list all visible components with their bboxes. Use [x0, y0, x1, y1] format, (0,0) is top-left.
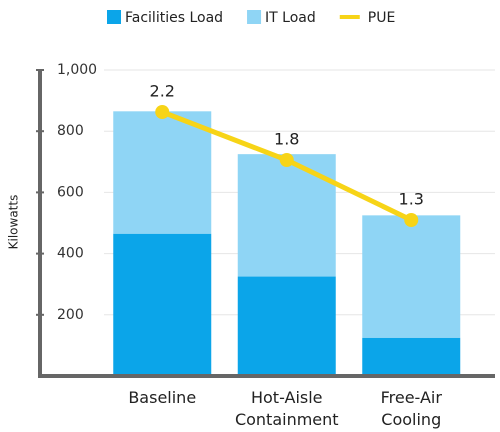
pue-point: [155, 105, 170, 119]
data-label: 2.2: [150, 82, 175, 101]
data-label: 1.8: [274, 130, 299, 149]
pue-point: [404, 213, 419, 227]
bar-segment: [113, 111, 212, 234]
data-label: 1.3: [399, 190, 424, 209]
legend-label: Facilities Load: [125, 10, 223, 26]
y-tick-label: 200: [57, 307, 84, 323]
y-tick-label: 800: [57, 123, 84, 139]
legend-swatch: [247, 10, 262, 24]
legend-label: PUE: [368, 10, 396, 26]
legend-label: IT Load: [265, 10, 316, 26]
y-axis-label: Kilowatts: [7, 195, 21, 250]
legend-swatch: [107, 10, 121, 24]
bar-segment: [362, 215, 461, 338]
bar-segment: [237, 276, 336, 376]
x-tick-label: Baseline: [128, 388, 196, 407]
y-tick-label: 400: [57, 246, 84, 262]
bar-segment: [362, 337, 461, 376]
bar-segment: [237, 154, 336, 277]
x-tick-label: Free-Air Cooling: [381, 388, 443, 429]
y-tick-label: 1,000: [57, 62, 97, 78]
pue-point: [279, 153, 294, 167]
bar-segment: [113, 233, 212, 376]
y-tick-label: 600: [57, 184, 84, 200]
x-tick-label: Hot-Aisle Containment: [235, 388, 339, 429]
